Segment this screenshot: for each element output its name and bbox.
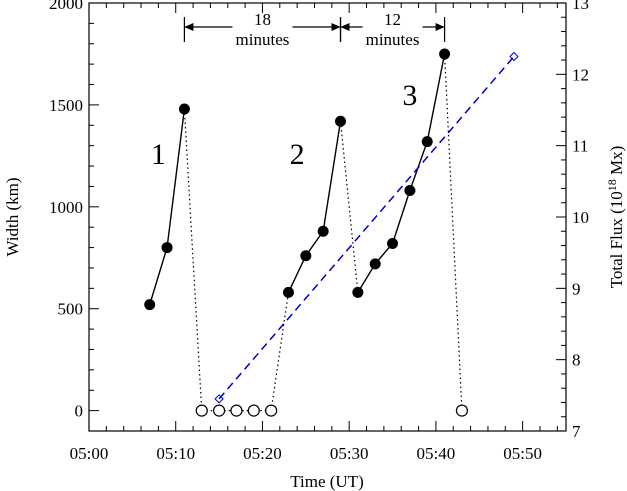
width-point <box>421 136 433 148</box>
zero-width-point <box>212 404 226 417</box>
interval-label-background <box>232 23 293 31</box>
width-point <box>369 258 381 270</box>
y-tick-label-right: 9 <box>572 279 581 298</box>
y-tick-label-left: 500 <box>58 300 84 319</box>
zero-width-point <box>455 404 469 417</box>
plot-frame <box>88 2 567 432</box>
y-tick-label-right: 8 <box>572 351 581 370</box>
x-tick-label: 05:20 <box>243 444 282 463</box>
width-series-line <box>287 121 342 293</box>
width-point <box>387 237 399 249</box>
zero-width-point <box>230 404 243 417</box>
width-point <box>335 115 347 127</box>
zero-width-point <box>247 404 260 417</box>
width-point <box>161 242 173 254</box>
width-point <box>178 103 190 115</box>
y-axis-title-right: Total Flux (1018 Mx) <box>605 146 626 289</box>
dotted-connector-line <box>183 108 203 411</box>
y-tick-label-left: 0 <box>75 402 84 421</box>
interval-arrowhead-right <box>331 23 341 31</box>
axis-tick-labels: 05:00 05:10 05:20 05:30 05:40 05:50 0 500 1000 15… <box>49 0 589 463</box>
x-tick-label: 05:10 <box>156 444 195 463</box>
y-tick-label-right: 11 <box>572 137 588 156</box>
width-point <box>282 286 294 298</box>
x-tick-label: 05:00 <box>70 444 109 463</box>
interval-arrowhead-right <box>435 23 445 31</box>
total-flux-point <box>214 394 224 404</box>
y-axis-title-left: Width (km) <box>3 177 22 256</box>
x-axis-title: Time (UT) <box>290 472 364 491</box>
x-tick-label: 05:50 <box>503 444 542 463</box>
x-tick-label: 05:30 <box>330 444 369 463</box>
y-axis-title-right-exponent: 18 <box>605 179 619 191</box>
interval-unit-label: minutes <box>236 30 290 49</box>
y-tick-label-right: 10 <box>572 208 589 227</box>
y-tick-label-right: 12 <box>572 65 589 84</box>
segment-number-label: 2 <box>290 138 305 171</box>
x-tick-label: 05:40 <box>417 444 456 463</box>
interval-label-background <box>362 23 423 31</box>
y-tick-label-left: 2000 <box>49 0 83 13</box>
axis-ticks <box>88 2 566 432</box>
dotted-connectors <box>183 53 463 411</box>
y-axis-title-right-prefix: Total Flux (10 <box>607 191 626 288</box>
interval-arrowhead-left <box>340 23 350 31</box>
width-series-line <box>357 53 446 293</box>
dotted-connector-line <box>443 53 463 411</box>
y-tick-label-right: 13 <box>572 0 589 13</box>
width-point <box>439 48 451 60</box>
dotted-connector-line <box>270 292 290 411</box>
total-flux-point <box>509 51 519 62</box>
zero-width-point <box>265 404 278 417</box>
y-tick-label-left: 1500 <box>49 96 83 115</box>
interval-unit-label: minutes <box>366 30 420 49</box>
interval-arrowhead-left <box>184 23 194 31</box>
zero-width-point <box>195 404 208 417</box>
width-point <box>144 299 156 311</box>
width-point <box>352 286 364 298</box>
dotted-connector-line <box>339 121 359 293</box>
total-flux-line <box>218 56 515 400</box>
y-tick-label-left: 1000 <box>49 198 83 217</box>
y-tick-label-right: 7 <box>572 422 581 441</box>
interval-value-label: 12 <box>384 10 401 29</box>
segment-number-label: 3 <box>402 79 417 112</box>
segment-annotations: 1 2 3 <box>151 79 418 171</box>
segment-number-label: 1 <box>151 138 166 171</box>
width-point <box>300 250 312 262</box>
y-axis-title-right-suffix: Mx) <box>607 146 626 180</box>
series-layer <box>144 48 519 417</box>
width-point <box>404 185 416 197</box>
interval-value-label: 18 <box>254 10 271 29</box>
width-point <box>317 225 329 237</box>
